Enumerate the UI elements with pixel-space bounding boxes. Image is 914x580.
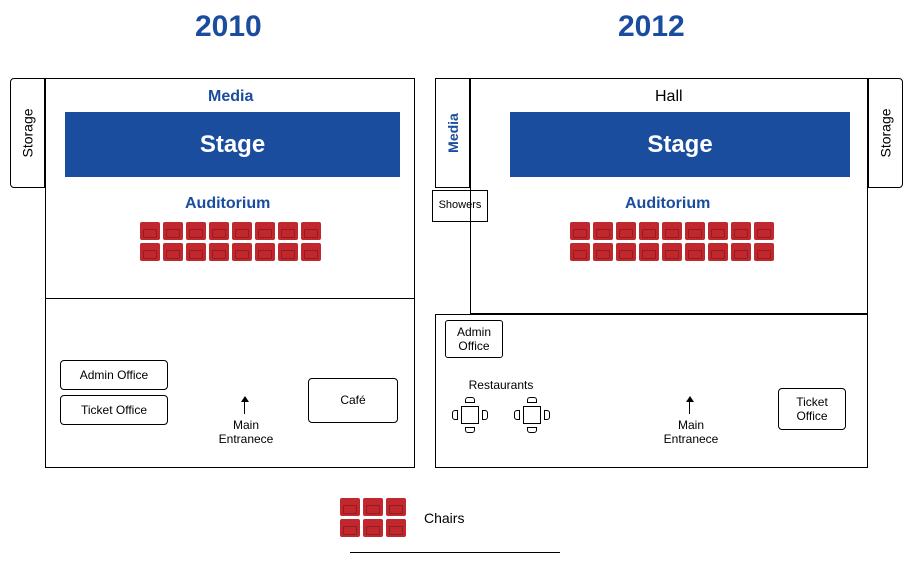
chair-icon: [708, 222, 728, 240]
chair-icon: [209, 243, 229, 261]
plan2012-entrance-arrow-head: [686, 396, 694, 402]
chair-icon: [731, 243, 751, 261]
year-2010-title: 2010: [195, 10, 262, 44]
chair-icon: [340, 519, 360, 537]
plan2012-admin-office: Admin Office: [445, 320, 503, 358]
plan2010-stage: Stage: [65, 112, 400, 177]
plan2012-ticket-office: Ticket Office: [778, 388, 846, 430]
chair-icon: [754, 222, 774, 240]
plan2012-restaurants-label: Restaurants: [450, 378, 552, 392]
chair-icon: [163, 222, 183, 240]
plan2010-stage-label: Stage: [200, 131, 265, 159]
plan2010-chairs: [140, 222, 321, 261]
chair-icon: [639, 222, 659, 240]
plan2010-ticket-label: Ticket Office: [81, 403, 147, 417]
plan2010-entrance-label: Main Entranece: [215, 418, 277, 446]
plan2010-cafe: Café: [308, 378, 398, 423]
plan2012-stage: Stage: [510, 112, 850, 177]
restaurant-table-icon: [512, 395, 552, 435]
chair-icon: [340, 498, 360, 516]
chair-icon: [593, 222, 613, 240]
chair-icon: [386, 498, 406, 516]
chair-icon: [363, 498, 383, 516]
chair-icon: [662, 243, 682, 261]
chair-icon: [616, 222, 636, 240]
chair-icon: [570, 222, 590, 240]
chair-icon: [140, 243, 160, 261]
plan2012-hall-label: Hall: [655, 88, 683, 106]
chair-icon: [731, 222, 751, 240]
chair-icon: [140, 222, 160, 240]
chair-icon: [301, 243, 321, 261]
plan2010-admin-label: Admin Office: [80, 368, 148, 382]
plan2012-entrance-arrow-stem: [689, 402, 690, 414]
plan2012-restaurants: Restaurants: [450, 378, 552, 435]
plan2010-storage-label: Storage: [20, 108, 36, 157]
chair-icon: [685, 243, 705, 261]
chair-icon: [754, 243, 774, 261]
plan2010-media-label: Media: [208, 88, 253, 106]
chair-icon: [616, 243, 636, 261]
chair-icon: [593, 243, 613, 261]
chair-icon: [662, 222, 682, 240]
chair-icon: [301, 222, 321, 240]
chair-icon: [209, 222, 229, 240]
chair-icon: [708, 243, 728, 261]
legend-underline: [350, 552, 560, 553]
plan2012-chairs: [570, 222, 774, 261]
chair-icon: [255, 243, 275, 261]
chair-icon: [163, 243, 183, 261]
chair-icon: [186, 243, 206, 261]
chair-icon: [186, 222, 206, 240]
year-2012-title: 2012: [618, 10, 685, 44]
legend-chairs-icon: [340, 498, 406, 537]
restaurant-table-icon: [450, 395, 490, 435]
legend: Chairs: [340, 498, 464, 537]
plan2010-entrance-arrow-head: [241, 396, 249, 402]
plan2012-auditorium-label: Auditorium: [625, 195, 710, 213]
plan2012-entrance-label: Main Entranece: [660, 418, 722, 446]
legend-label: Chairs: [424, 510, 464, 526]
chair-icon: [570, 243, 590, 261]
plan2010-cafe-label: Café: [340, 393, 365, 407]
plan2012-media: Media: [435, 78, 470, 188]
plan2012-storage-label: Storage: [878, 108, 894, 157]
plan2010-auditorium-label: Auditorium: [185, 195, 270, 213]
plan2012-storage: Storage: [868, 78, 903, 188]
plan2012-restaurant-tables: [450, 395, 552, 435]
chair-icon: [363, 519, 383, 537]
plan2010-storage: Storage: [10, 78, 45, 188]
plan2012-ticket-label: Ticket Office: [796, 395, 828, 424]
chair-icon: [278, 243, 298, 261]
chair-icon: [232, 243, 252, 261]
chair-icon: [386, 519, 406, 537]
chair-icon: [278, 222, 298, 240]
chair-icon: [639, 243, 659, 261]
plan2010-entrance-arrow-stem: [244, 402, 245, 414]
plan2010-ticket-office: Ticket Office: [60, 395, 168, 425]
plan2012-media-label: Media: [445, 113, 461, 153]
plan2010-divider: [45, 298, 415, 299]
chair-icon: [685, 222, 705, 240]
plan2012-stage-label: Stage: [647, 131, 712, 159]
chair-icon: [255, 222, 275, 240]
plan2012-admin-label: Admin Office: [457, 325, 491, 354]
plan2010-admin-office: Admin Office: [60, 360, 168, 390]
chair-icon: [232, 222, 252, 240]
